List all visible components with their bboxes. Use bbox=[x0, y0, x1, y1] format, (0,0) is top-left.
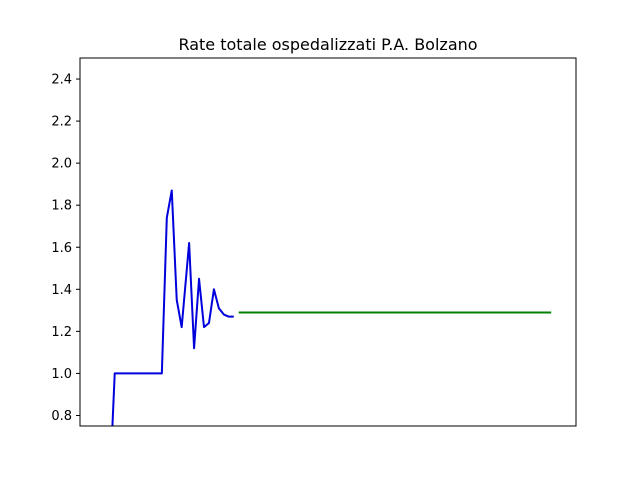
y-tick-label: 2.4 bbox=[51, 73, 72, 88]
plot-frame bbox=[79, 57, 577, 427]
y-tick-label: 1.8 bbox=[51, 199, 72, 214]
y-tick-label: 2.2 bbox=[51, 115, 72, 130]
plot-content bbox=[111, 189, 552, 426]
y-tick-label: 1.0 bbox=[51, 367, 72, 382]
y-tick-label: 1.2 bbox=[51, 325, 72, 340]
y-tick-label: 2.0 bbox=[51, 157, 72, 172]
y-tick-label: 1.6 bbox=[51, 241, 72, 256]
chart-title: Rate totale ospedalizzati P.A. Bolzano bbox=[178, 35, 477, 54]
y-axis: 0.8 1.0 1.2 1.4 1.6 1.8 2.0 2.2 2.4 bbox=[51, 73, 80, 424]
y-tick-label: 0.8 bbox=[51, 409, 72, 424]
y-tick-label: 1.4 bbox=[51, 283, 72, 298]
series-line-1 bbox=[111, 189, 234, 426]
